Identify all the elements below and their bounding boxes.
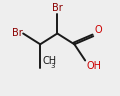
Text: OH: OH (87, 61, 102, 71)
Text: CH: CH (43, 56, 57, 66)
Text: O: O (94, 25, 102, 35)
Text: 3: 3 (51, 63, 55, 69)
Text: Br: Br (12, 29, 22, 38)
Text: Br: Br (52, 3, 63, 13)
